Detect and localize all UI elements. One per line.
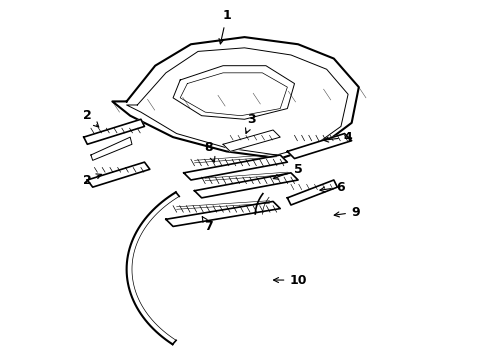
Polygon shape xyxy=(183,155,287,180)
Text: 5: 5 xyxy=(273,163,302,179)
Polygon shape xyxy=(83,119,144,144)
Text: 4: 4 xyxy=(323,131,352,144)
Polygon shape xyxy=(165,202,280,226)
Text: 2: 2 xyxy=(83,174,101,186)
Polygon shape xyxy=(194,173,298,198)
Text: 10: 10 xyxy=(273,274,306,287)
Polygon shape xyxy=(223,130,280,152)
Text: 6: 6 xyxy=(319,181,345,194)
Polygon shape xyxy=(287,180,337,205)
Text: 1: 1 xyxy=(219,9,230,44)
Text: 7: 7 xyxy=(202,217,213,233)
Text: 2: 2 xyxy=(83,109,99,127)
Polygon shape xyxy=(91,137,132,160)
Text: 8: 8 xyxy=(204,141,214,162)
Text: 9: 9 xyxy=(333,206,359,219)
Text: 3: 3 xyxy=(245,113,255,134)
Polygon shape xyxy=(287,134,351,158)
Polygon shape xyxy=(87,162,149,187)
